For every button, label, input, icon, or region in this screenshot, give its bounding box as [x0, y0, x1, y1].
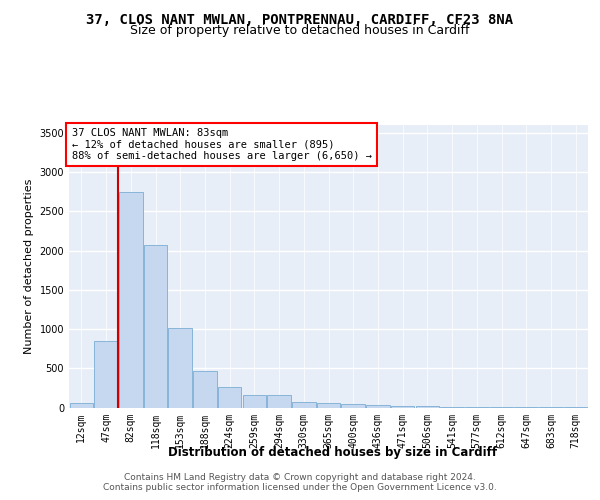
Text: Size of property relative to detached houses in Cardiff: Size of property relative to detached ho… — [130, 24, 470, 37]
Bar — [465, 407, 488, 408]
Bar — [70, 403, 93, 407]
Bar — [366, 405, 389, 407]
Bar — [440, 406, 464, 408]
Bar — [193, 372, 217, 408]
Text: 37 CLOS NANT MWLAN: 83sqm
← 12% of detached houses are smaller (895)
88% of semi: 37 CLOS NANT MWLAN: 83sqm ← 12% of detac… — [71, 128, 371, 161]
Bar — [169, 328, 192, 407]
Bar — [268, 396, 291, 407]
Bar — [144, 244, 167, 408]
Bar — [242, 395, 266, 407]
Bar — [317, 403, 340, 407]
Y-axis label: Number of detached properties: Number of detached properties — [24, 178, 34, 354]
Bar — [416, 406, 439, 408]
Bar — [341, 404, 365, 407]
Text: 37, CLOS NANT MWLAN, PONTPRENNAU, CARDIFF, CF23 8NA: 37, CLOS NANT MWLAN, PONTPRENNAU, CARDIF… — [86, 12, 514, 26]
Bar — [119, 192, 143, 408]
Bar — [391, 406, 415, 407]
Text: Contains public sector information licensed under the Open Government Licence v3: Contains public sector information licen… — [103, 484, 497, 492]
Bar — [94, 341, 118, 407]
Bar — [218, 388, 241, 407]
Text: Contains HM Land Registry data © Crown copyright and database right 2024.: Contains HM Land Registry data © Crown c… — [124, 472, 476, 482]
Bar — [292, 402, 316, 407]
Text: Distribution of detached houses by size in Cardiff: Distribution of detached houses by size … — [169, 446, 497, 459]
